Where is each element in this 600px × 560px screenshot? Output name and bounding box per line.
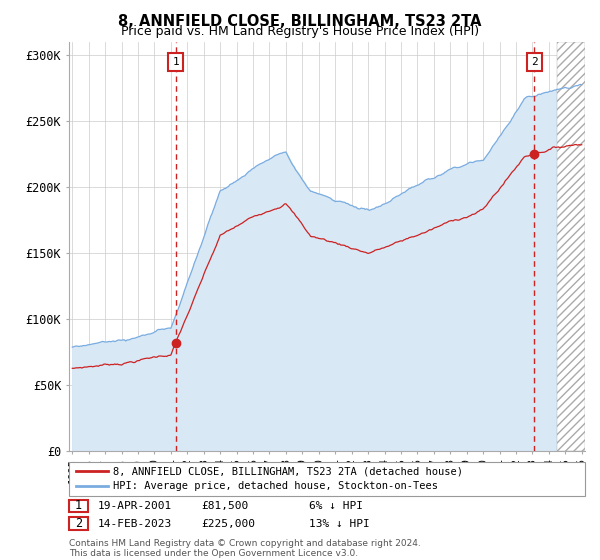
Text: 2: 2	[75, 517, 82, 530]
Text: £225,000: £225,000	[201, 519, 255, 529]
Text: 1: 1	[172, 57, 179, 67]
Text: £81,500: £81,500	[201, 501, 248, 511]
Text: 14-FEB-2023: 14-FEB-2023	[98, 519, 172, 529]
Text: 6% ↓ HPI: 6% ↓ HPI	[309, 501, 363, 511]
Text: 2: 2	[531, 57, 538, 67]
Text: Contains HM Land Registry data © Crown copyright and database right 2024.
This d: Contains HM Land Registry data © Crown c…	[69, 539, 421, 558]
Text: 8, ANNFIELD CLOSE, BILLINGHAM, TS23 2TA: 8, ANNFIELD CLOSE, BILLINGHAM, TS23 2TA	[118, 14, 482, 29]
Text: 13% ↓ HPI: 13% ↓ HPI	[309, 519, 370, 529]
Text: 19-APR-2001: 19-APR-2001	[98, 501, 172, 511]
Text: 1: 1	[75, 499, 82, 512]
Text: Price paid vs. HM Land Registry's House Price Index (HPI): Price paid vs. HM Land Registry's House …	[121, 25, 479, 38]
Text: HPI: Average price, detached house, Stockton-on-Tees: HPI: Average price, detached house, Stoc…	[113, 481, 438, 491]
Text: 8, ANNFIELD CLOSE, BILLINGHAM, TS23 2TA (detached house): 8, ANNFIELD CLOSE, BILLINGHAM, TS23 2TA …	[113, 466, 463, 477]
